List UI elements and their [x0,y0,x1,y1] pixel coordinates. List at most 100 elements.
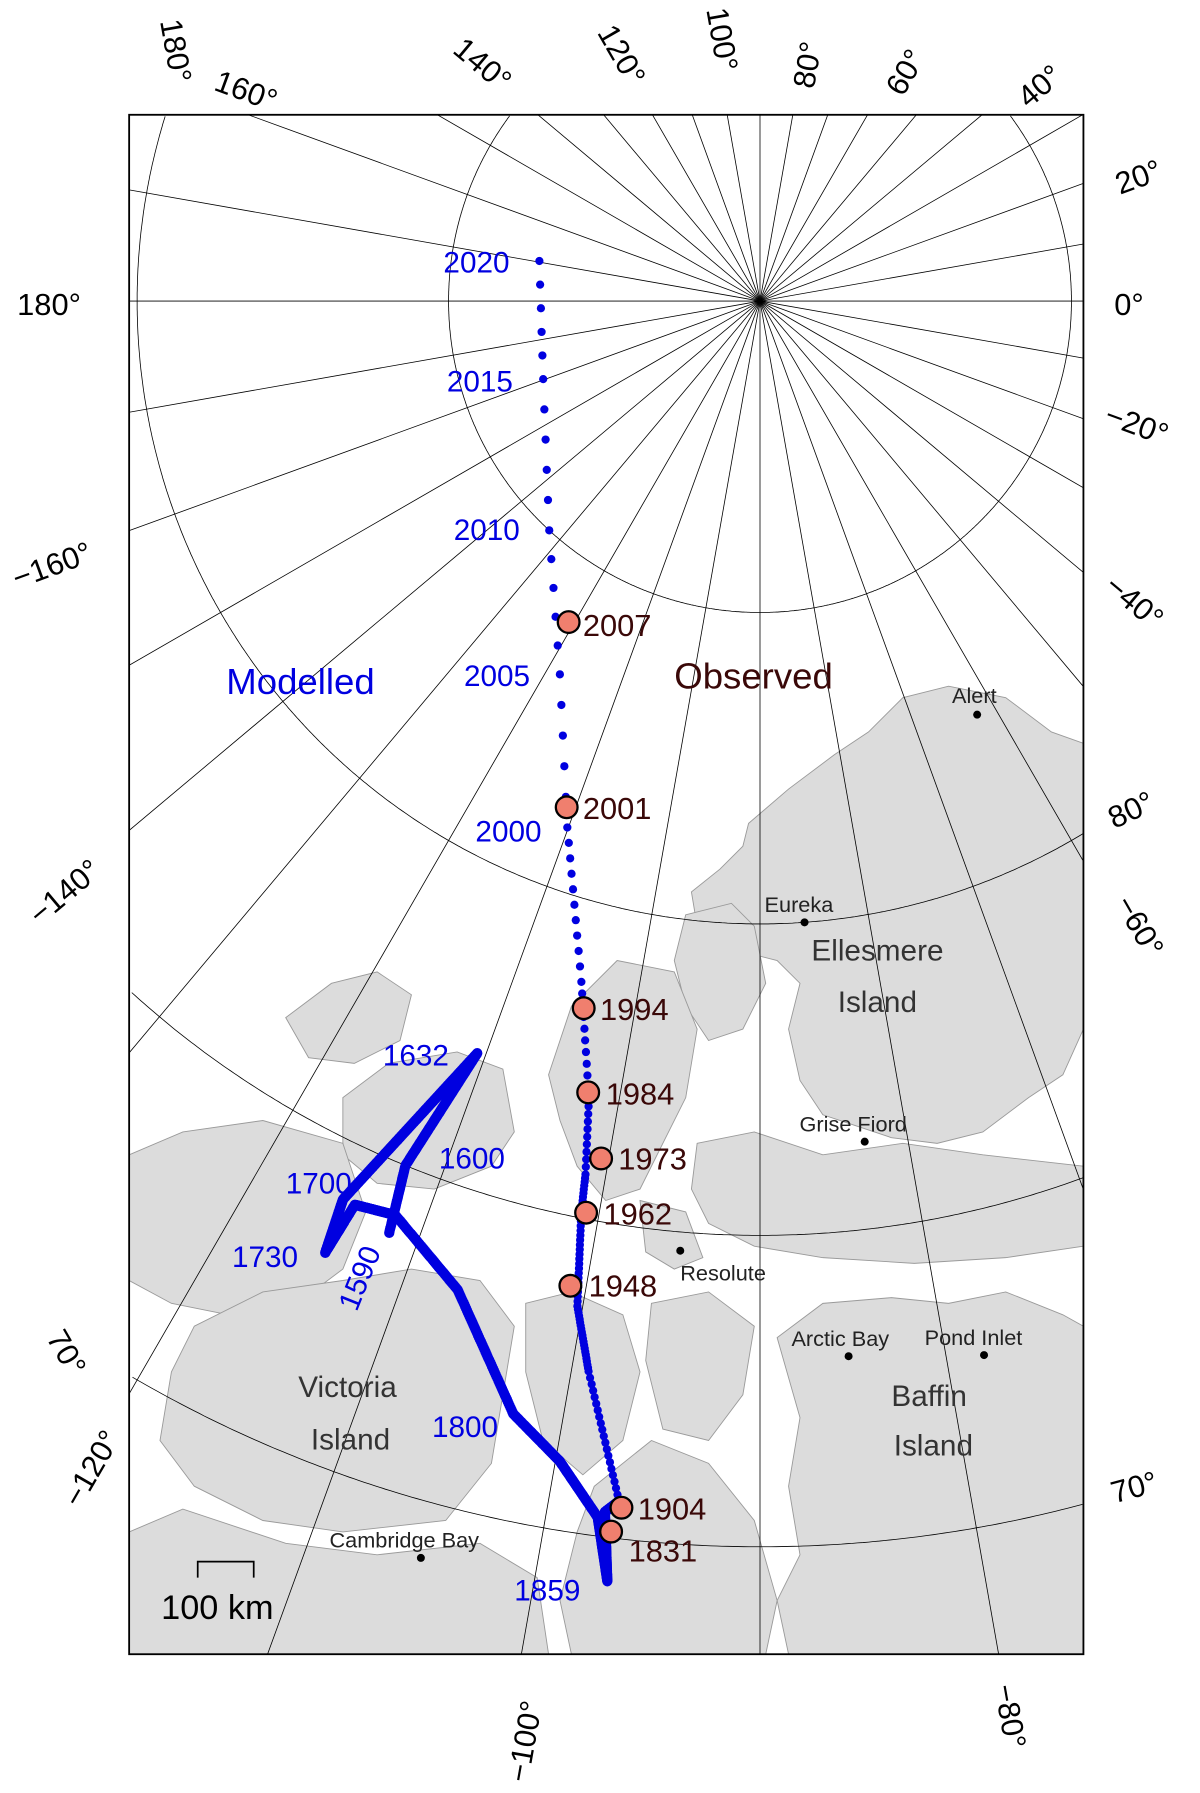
land-axel-heiberg [673,902,767,1042]
modelled-pole-dot [583,1132,592,1141]
meridian-line [520,301,761,1655]
modelled-label-2005: 2005 [464,660,530,693]
modelled-pole-dot [564,838,573,848]
lon-label-120: 120° [591,19,653,92]
observed-label-1973: 1973 [618,1142,687,1177]
modelled-pole-dot [542,465,551,474]
modelled-pole-dot [583,1117,592,1126]
city-marker [973,710,982,719]
meridian-line [248,114,761,302]
lon-label-160: 160° [210,63,282,118]
baffin-label: Baffin [891,1380,966,1413]
meridian-line [759,114,1083,302]
modelled-pole-dot [593,1406,602,1415]
modelled-pole-dot [592,1399,601,1408]
meridian-line [129,189,761,302]
parallel-circle [132,1376,1083,1548]
meridian-line [759,300,1084,573]
city-marker [416,1553,425,1562]
city-label: Eureka [765,892,835,917]
meridian-line [726,114,761,302]
modelled-label-2015: 2015 [447,365,513,398]
lon-label-80: 80° [786,39,829,91]
modelled-pole-dot [581,1047,591,1057]
modelled-label-1800: 1800 [432,1411,498,1444]
land-devon [690,1131,1084,1264]
modelled-pole-dot [604,1451,613,1460]
map-frame [128,113,1085,1656]
modelled-pole-dot [558,731,567,740]
lon-label-40: 40° [1011,58,1069,115]
modelled-label-1632: 1632 [383,1040,449,1073]
meridian-line [691,114,761,302]
modelled-pole-dot [574,946,583,956]
lon-label-minus20: −20° [1100,397,1173,452]
land-prince-patrick [285,971,412,1064]
meridian-line [129,300,761,666]
city-label: Resolute [680,1260,766,1285]
observed-pole-marker [556,610,581,635]
modelled-pole-dot [553,641,562,650]
observed-year-labels: 2007 2001 1994 1984 1973 1962 1948 1904 … [583,608,706,1569]
modelled-label-2000: 2000 [475,816,541,849]
modelled-pole-dot [608,1471,618,1480]
modelled-pole-dot [581,1036,590,1045]
lon-label-180-top: 180° [153,16,199,85]
city-label: Grise Fiord [800,1111,907,1136]
modelled-pole-dot [547,555,556,564]
observed-label-2001: 2001 [583,791,652,826]
land-banks [129,1120,367,1316]
city-marker [676,1246,685,1255]
modelled-label-2010: 2010 [454,514,520,547]
ellesmere-label-2: Island [838,986,917,1019]
victoria-label: Victoria [298,1371,397,1404]
modelled-pole-dot [571,916,580,925]
parallel-circle [136,116,1084,925]
city-marker [980,1351,989,1360]
land-victoria [159,1268,515,1533]
modelled-pole-dot [545,526,554,535]
modelled-pole-dot [595,1412,604,1421]
meridian-line [759,300,1084,359]
city-label: Pond Inlet [925,1325,1023,1350]
modelled-pole-dot [589,1386,598,1395]
observed-pole-marker [574,1200,599,1225]
modelled-label-1700: 1700 [286,1168,352,1201]
modelled-pole-dot [536,280,545,289]
observed-label-1962: 1962 [603,1196,672,1231]
observed-label-1984: 1984 [606,1076,675,1111]
modelled-pole-dot [610,1477,619,1486]
modelled-legend-label: Modelled [226,661,374,702]
meridian-line [759,300,1084,420]
observed-label-1904: 1904 [638,1491,707,1526]
modelled-year-labels: 2020 2015 2010 2005 2000 1632 1600 1700 … [232,246,580,1607]
meridian-line [129,300,761,1394]
observed-pole-marker [609,1495,634,1520]
modelled-pole-dot [611,1484,621,1493]
observed-label-1831: 1831 [629,1534,698,1569]
modelled-pole-dot [581,1170,590,1179]
lon-label-60: 60° [879,43,933,101]
observed-label-1948: 1948 [589,1268,658,1303]
lon-label-0: 0° [1114,287,1144,322]
land-baffin [776,1291,1084,1655]
observed-pole-marker [589,1146,614,1171]
lon-label-minus60: −60° [1108,889,1171,962]
meridian-line [759,114,794,302]
modelled-label-2020: 2020 [443,246,509,279]
land-ellesmere [690,685,1084,1144]
modelled-pole-dot [578,989,587,998]
meridian-line [759,182,1084,302]
modelled-pole-dot [555,670,564,679]
scale-bar: 100 km [161,1560,274,1627]
lon-label-minus40: −40° [1098,568,1170,636]
modelled-pole-dot [543,495,553,505]
modelled-pole-dot [582,1140,591,1149]
modelled-pole-dot [540,405,549,414]
scale-bar-line [196,1560,255,1578]
scale-bar-label: 100 km [161,1589,273,1627]
modelled-pole-dot [575,962,585,971]
observed-label-2007: 2007 [583,608,652,643]
lon-label-minus120: −120° [56,1424,127,1512]
